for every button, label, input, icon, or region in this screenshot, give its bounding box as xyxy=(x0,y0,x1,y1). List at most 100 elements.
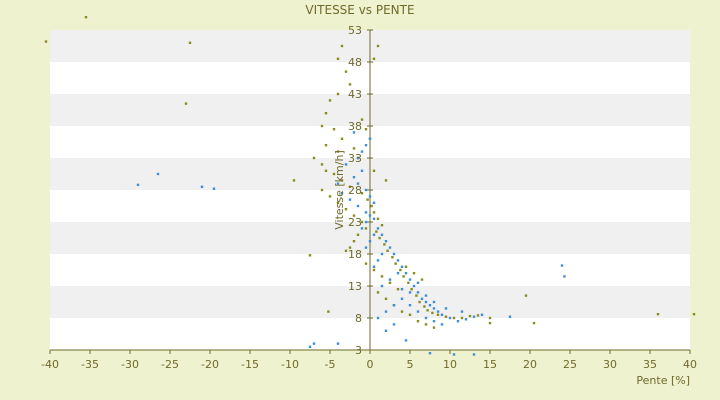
data-point xyxy=(384,329,388,332)
data-point xyxy=(366,198,369,201)
data-point xyxy=(156,172,160,176)
data-point xyxy=(416,291,420,294)
data-point xyxy=(472,353,476,356)
data-point xyxy=(396,288,400,291)
data-point xyxy=(364,220,368,224)
data-point xyxy=(692,312,696,316)
data-point xyxy=(488,316,492,320)
data-point xyxy=(380,275,384,278)
x-tick-label: 5 xyxy=(407,358,414,371)
data-point xyxy=(508,315,512,318)
y-axis-label: Vitesse [km/h] xyxy=(333,150,346,230)
y-tick-label: 53 xyxy=(348,24,362,37)
data-point xyxy=(352,147,356,150)
data-point xyxy=(372,211,376,214)
data-point xyxy=(356,182,360,185)
data-point xyxy=(420,278,424,281)
data-point xyxy=(376,259,380,262)
data-point xyxy=(372,57,376,60)
y-tick-label: 43 xyxy=(348,88,362,101)
data-point xyxy=(380,284,384,288)
data-point xyxy=(372,268,376,272)
data-point xyxy=(384,179,388,182)
data-point xyxy=(407,281,410,284)
data-point xyxy=(364,211,368,214)
data-point xyxy=(408,278,412,281)
data-point xyxy=(416,320,420,323)
data-point xyxy=(368,214,372,217)
data-point xyxy=(368,195,372,198)
data-point xyxy=(188,41,192,44)
data-point xyxy=(426,309,429,312)
data-point xyxy=(400,297,404,300)
data-point xyxy=(416,310,420,313)
data-point xyxy=(532,321,536,325)
data-point xyxy=(292,179,296,182)
data-point xyxy=(440,323,444,326)
data-point xyxy=(348,198,352,201)
data-point xyxy=(444,307,448,310)
data-point xyxy=(344,70,348,73)
data-point xyxy=(400,265,404,268)
data-point xyxy=(560,264,564,267)
data-point xyxy=(396,259,400,262)
data-point xyxy=(368,137,372,140)
data-point xyxy=(392,252,396,256)
x-tick-label: 30 xyxy=(603,358,617,371)
data-point xyxy=(364,188,368,192)
data-point xyxy=(376,217,380,220)
data-point xyxy=(468,314,472,318)
data-point xyxy=(352,214,356,217)
data-point xyxy=(392,323,396,326)
data-point xyxy=(383,243,386,246)
x-tick-label: 0 xyxy=(367,358,374,371)
data-point xyxy=(312,342,316,345)
data-point xyxy=(391,256,394,259)
y-tick-label: 33 xyxy=(348,152,362,165)
data-point xyxy=(472,315,476,318)
data-point xyxy=(372,201,376,204)
x-tick-label: -25 xyxy=(161,358,179,371)
x-tick-label: 15 xyxy=(483,358,497,371)
x-axis-label: Pente [%] xyxy=(636,374,690,387)
data-point xyxy=(563,275,566,278)
y-tick-label: 13 xyxy=(348,280,362,293)
data-point xyxy=(418,300,421,304)
y-tick-label: 8 xyxy=(355,312,362,325)
data-point xyxy=(324,144,328,147)
data-point xyxy=(396,272,400,275)
data-point xyxy=(372,233,376,236)
data-point xyxy=(388,246,392,249)
x-tick-label: -10 xyxy=(281,358,299,371)
data-point xyxy=(440,313,444,316)
data-point xyxy=(376,44,380,48)
data-point xyxy=(432,326,436,329)
data-point xyxy=(408,291,412,294)
data-point xyxy=(336,150,340,153)
data-point xyxy=(416,281,420,284)
data-point xyxy=(404,339,408,342)
data-point xyxy=(372,169,376,172)
chart-title: VITESSE vs PENTE xyxy=(305,3,414,17)
data-point xyxy=(336,201,340,204)
data-point xyxy=(399,268,402,272)
y-tick-label: 3 xyxy=(355,344,362,357)
y-tick-label: 23 xyxy=(348,216,362,229)
data-point xyxy=(448,316,452,320)
data-point xyxy=(352,176,356,179)
data-point xyxy=(384,310,388,313)
data-point xyxy=(364,144,368,147)
x-tick-label: -5 xyxy=(325,358,336,371)
x-tick-label: -40 xyxy=(41,358,59,371)
data-point xyxy=(424,323,428,326)
data-point xyxy=(412,272,416,275)
data-point xyxy=(402,275,405,278)
data-point xyxy=(412,284,416,288)
data-point xyxy=(372,217,376,220)
data-point xyxy=(360,150,364,153)
x-tick-label: -20 xyxy=(201,358,219,371)
data-point xyxy=(480,313,484,316)
data-points xyxy=(44,16,696,356)
data-point xyxy=(394,262,397,265)
